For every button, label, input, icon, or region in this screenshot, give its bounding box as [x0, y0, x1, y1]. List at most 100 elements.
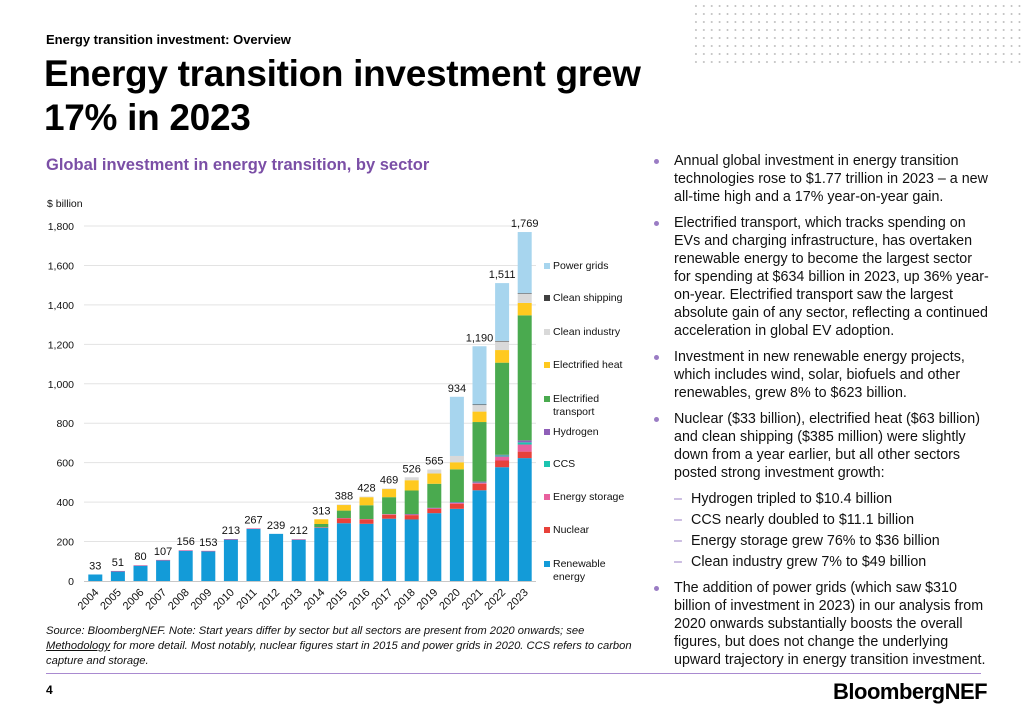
x-tick-label: 2021 [460, 587, 486, 613]
bar-segment-renewable-energy [223, 539, 238, 581]
legend-swatch [544, 295, 550, 301]
sub-bullet-text: Clean industry grew 7% to $49 billion [691, 554, 927, 570]
bar-segment-electrified-transport [382, 497, 397, 515]
bar-total-label: 80 [134, 551, 146, 563]
x-tick-label: 2023 [505, 587, 531, 613]
y-axis-label: $ billion [47, 198, 83, 210]
dash-icon: – [674, 533, 682, 549]
bar-segment-electrified-transport [336, 510, 351, 519]
bullet-item: The addition of power grids (which saw $… [652, 579, 992, 669]
x-tick-label: 2011 [234, 587, 259, 612]
bar-segment-energy-storage [156, 559, 171, 561]
bar-segment-hydrogen [517, 440, 532, 443]
dash-icon: – [674, 512, 682, 528]
bar-total-label: 428 [357, 483, 375, 495]
bar-segment-energy-storage [336, 518, 351, 519]
legend-swatch [544, 461, 550, 467]
bar-segment-renewable-energy [449, 508, 464, 581]
bar-segment-hydrogen [495, 454, 510, 456]
x-tick-label: 2014 [302, 587, 328, 613]
x-tick-label: 2005 [98, 587, 124, 613]
bar-segment-renewable-energy [156, 560, 171, 581]
x-tick-label: 2009 [189, 587, 215, 613]
bar-segment-energy-storage [201, 550, 216, 552]
bar-segment-renewable-energy [133, 565, 148, 581]
legend-label: Power grids [553, 260, 608, 272]
bar-total-label: 388 [335, 490, 353, 502]
bar-segment-renewable-energy [269, 533, 284, 581]
bar-segment-renewable-energy [472, 490, 487, 581]
bar-segment-clean-shipping [495, 340, 510, 342]
bar-segment-electrified-transport [449, 469, 464, 503]
bar-segment-electrified-transport [472, 422, 487, 482]
y-tick-label: 400 [56, 497, 74, 509]
bar-segment-renewable-energy [178, 550, 193, 581]
bar-segment-renewable-energy [336, 523, 351, 581]
bar-segment-power-grids [472, 346, 487, 405]
bar-segment-nuclear [472, 483, 487, 491]
bar-segment-clean-shipping [517, 293, 532, 294]
legend-swatch [544, 396, 550, 402]
bar-total-label: 469 [380, 475, 398, 487]
bar-total-label: 934 [448, 383, 466, 395]
y-tick-label: 1,800 [48, 221, 74, 233]
bar-segment-renewable-energy [110, 571, 125, 581]
bullet-dot-icon [654, 417, 659, 422]
legend-label: Energy storage [553, 491, 624, 503]
legend-swatch [544, 429, 550, 435]
y-tick-label: 0 [68, 576, 74, 588]
methodology-link[interactable]: Methodology [46, 640, 111, 652]
bar-segment-hydrogen [404, 514, 419, 515]
x-tick-label: 2006 [121, 587, 147, 613]
bullet-item: Annual global investment in energy trans… [652, 152, 992, 206]
bar-total-label: 33 [89, 560, 101, 572]
bar-segment-clean-industry [472, 404, 487, 412]
x-tick-label: 2008 [166, 587, 192, 613]
bar-total-label: 313 [312, 505, 330, 517]
bar-segment-hydrogen [427, 507, 442, 509]
bullet-text: Investment in new renewable energy proje… [674, 349, 965, 401]
bar-segment-electrified-transport [427, 483, 442, 508]
bar-segment-energy-storage [291, 539, 306, 540]
bar-segment-renewable-energy [88, 574, 103, 581]
bar-segment-electrified-heat [359, 497, 374, 506]
legend-swatch [544, 527, 550, 533]
dash-icon: – [674, 554, 682, 570]
bar-segment-nuclear [449, 503, 464, 509]
bar-segment-ccs [472, 481, 487, 483]
bar-total-label: 526 [403, 463, 421, 475]
source-text-suffix: for more detail. Most notably, nuclear f… [46, 640, 632, 667]
legend-swatch [544, 561, 550, 567]
y-tick-label: 1,200 [48, 339, 74, 351]
bullet-item: Electrified transport, which tracks spen… [652, 214, 992, 340]
bar-total-label: 565 [425, 456, 443, 468]
bar-segment-renewable-energy [427, 513, 442, 581]
bar-total-label: 267 [244, 514, 262, 526]
bar-segment-energy-storage [517, 444, 532, 452]
bar-segment-ccs [517, 442, 532, 445]
bar-segment-electrified-transport [404, 490, 419, 515]
bar-total-label: 156 [177, 536, 195, 548]
bar-segment-electrified-heat [404, 480, 419, 491]
bar-total-label: 153 [199, 537, 217, 549]
x-tick-label: 2004 [76, 587, 102, 613]
bar-segment-renewable-energy [201, 551, 216, 581]
x-tick-label: 2007 [143, 587, 169, 613]
sub-bullet-item: – Energy storage grew 76% to $36 billion [652, 532, 992, 550]
bar-segment-energy-storage [314, 527, 329, 528]
bar-segment-energy-storage [178, 550, 193, 551]
bar-segment-power-grids [517, 232, 532, 294]
bar-segment-power-grids [495, 283, 510, 341]
bar-segment-energy-storage [223, 538, 238, 540]
y-tick-label: 800 [56, 418, 74, 430]
legend-label: Renewable energy [553, 558, 606, 583]
y-tick-label: 600 [56, 458, 74, 470]
bar-segment-nuclear [495, 460, 510, 468]
bar-segment-electrified-transport [517, 315, 532, 441]
bullet-dot-icon [654, 586, 659, 591]
bar-segment-energy-storage [246, 528, 261, 529]
bar-segment-hydrogen [449, 502, 464, 503]
bar-segment-ccs [495, 455, 510, 457]
legend-label: Nuclear [553, 524, 590, 536]
page-number: 4 [46, 683, 53, 697]
